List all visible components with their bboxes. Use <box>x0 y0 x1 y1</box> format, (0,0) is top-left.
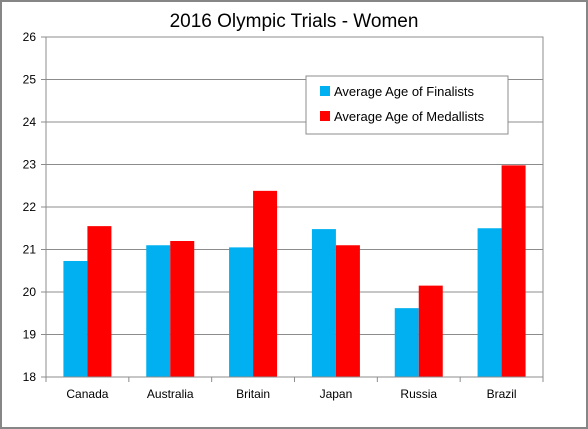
legend-label: Average Age of Medallists <box>334 109 485 124</box>
y-tick-label: 26 <box>23 30 37 44</box>
x-axis-ticks: Canada Australia Britain Japan Russia Brazil <box>45 377 544 401</box>
bar-finalists-australia <box>146 245 171 377</box>
chart-title: 2016 Olympic Trials - Women <box>170 11 419 32</box>
y-tick-label: 21 <box>23 243 37 257</box>
legend-label: Average Age of Finalists <box>334 84 474 99</box>
bar-medallists-russia <box>418 285 443 377</box>
x-tick-label: Russia <box>400 387 437 401</box>
bars <box>63 165 526 377</box>
bar-finalists-brazil <box>477 228 502 377</box>
bar-medallists-australia <box>170 241 195 377</box>
legend-swatch <box>320 111 330 121</box>
y-tick-label: 24 <box>23 115 37 129</box>
y-tick-label: 23 <box>23 158 37 172</box>
x-tick-label: Japan <box>320 387 353 401</box>
legend: Average Age of Finalists Average Age of M… <box>305 75 509 135</box>
bar-finalists-canada <box>63 260 88 377</box>
bar-finalists-russia <box>394 308 419 377</box>
legend-swatch <box>320 86 330 96</box>
bar-medallists-brazil <box>501 165 526 377</box>
bar-finalists-japan <box>311 229 336 377</box>
legend-box <box>305 75 509 135</box>
bar-medallists-britain <box>253 190 278 377</box>
x-tick-label: Australia <box>147 387 194 401</box>
y-tick-label: 19 <box>23 328 37 342</box>
bar-finalists-britain <box>229 247 254 377</box>
bar-medallists-canada <box>87 226 112 377</box>
y-tick-label: 20 <box>23 285 37 299</box>
y-tick-label: 18 <box>23 370 37 384</box>
y-tick-label: 22 <box>23 200 37 214</box>
x-tick-label: Britain <box>236 387 270 401</box>
y-tick-label: 25 <box>23 73 37 87</box>
bar-medallists-japan <box>335 245 360 377</box>
y-axis-ticks: 18 19 20 21 22 23 24 25 26 <box>23 30 46 384</box>
x-tick-label: Canada <box>66 387 108 401</box>
x-tick-label: Brazil <box>487 387 517 401</box>
